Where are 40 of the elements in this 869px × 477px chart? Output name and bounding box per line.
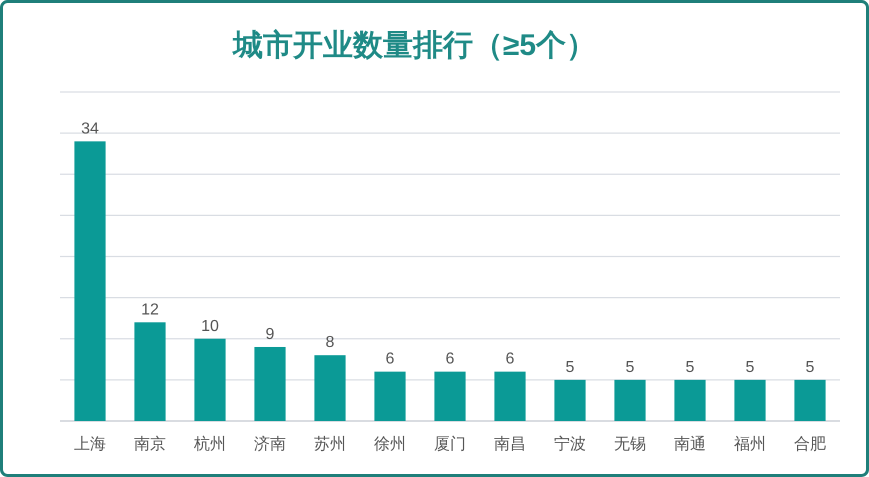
- x-tick-label: 南通: [674, 435, 706, 453]
- x-tick-label: 合肥: [794, 435, 826, 453]
- data-label: 34: [81, 120, 99, 138]
- bar: [74, 141, 106, 421]
- x-tick-label: 福州: [734, 435, 766, 453]
- data-label: 6: [446, 350, 455, 368]
- bar: [254, 346, 286, 421]
- x-tick-label: 杭州: [193, 435, 226, 453]
- chart-title: 城市开业数量排行（≥5个）: [230, 28, 596, 62]
- x-tick-label: 宁波: [554, 435, 586, 453]
- data-label: 5: [746, 358, 755, 376]
- x-tick-label: 厦门: [434, 435, 466, 453]
- bar: [374, 372, 406, 421]
- bar: [434, 372, 466, 421]
- bar: [734, 380, 766, 421]
- data-label: 6: [506, 350, 515, 368]
- bar: [794, 380, 826, 421]
- x-tick-label: 上海: [74, 435, 106, 453]
- bar: [134, 322, 166, 421]
- x-tick-label: 南京: [134, 435, 166, 453]
- bar: [314, 355, 346, 421]
- x-tick-label: 徐州: [374, 435, 406, 453]
- x-tick-label: 无锡: [614, 436, 646, 453]
- data-label: 9: [266, 326, 275, 343]
- bar: [194, 338, 226, 421]
- data-label: 8: [326, 334, 335, 352]
- bar: [674, 380, 706, 421]
- data-label: 5: [626, 358, 635, 376]
- x-tick-label: 苏州: [314, 435, 346, 453]
- x-tick-label: 济南: [254, 435, 286, 453]
- data-label: 5: [566, 358, 575, 376]
- data-label: 5: [686, 358, 695, 376]
- data-label: 12: [141, 301, 159, 318]
- data-label: 10: [201, 318, 219, 335]
- bar: [494, 372, 526, 421]
- data-label: 6: [386, 350, 395, 368]
- data-label: 5: [806, 358, 815, 376]
- bar: [614, 380, 646, 421]
- bar: [554, 380, 586, 421]
- x-tick-label: 南昌: [494, 435, 526, 453]
